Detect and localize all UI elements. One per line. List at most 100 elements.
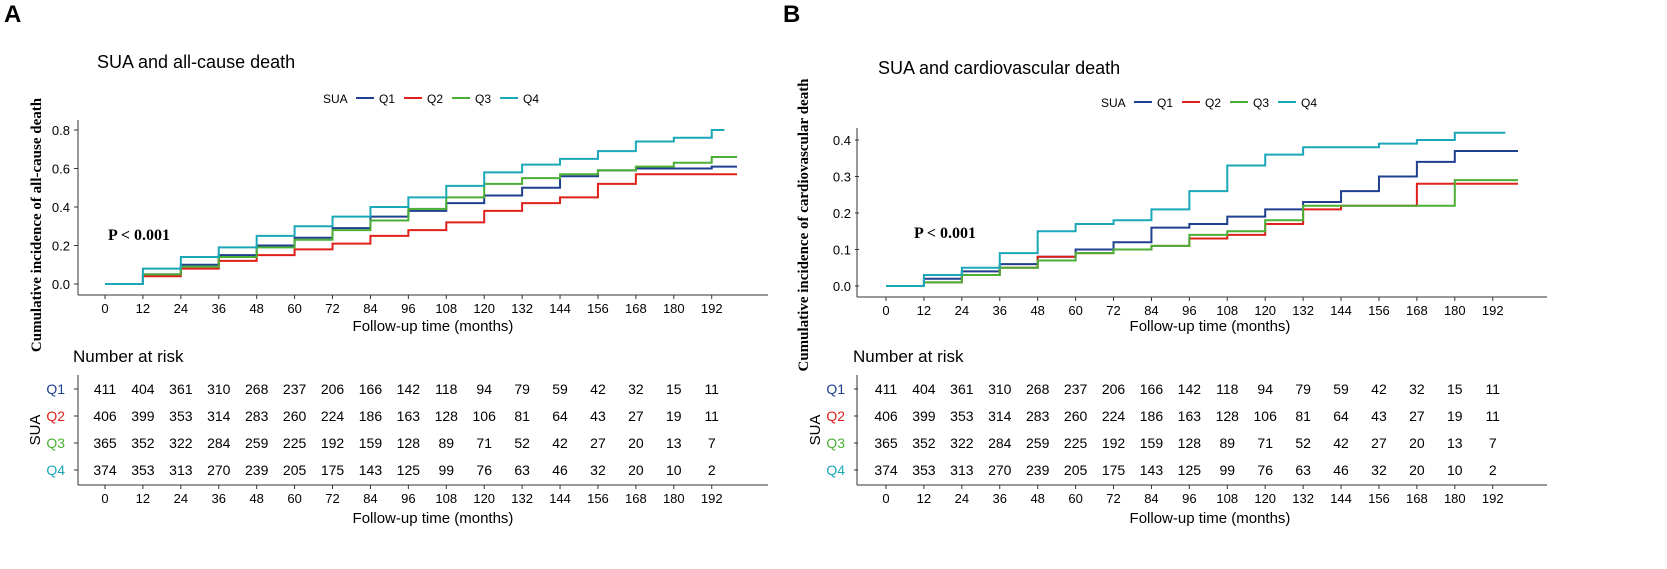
x-tick-label: 144 [549,301,571,316]
risk-x-tick-label: 156 [1368,491,1390,506]
risk-cell: 27 [1371,435,1387,451]
risk-cell: 52 [1295,435,1311,451]
risk-cell: 159 [1140,435,1164,451]
risk-cell: 106 [473,408,497,424]
risk-cell: 11 [704,408,719,424]
x-tick-label: 24 [174,301,188,316]
risk-x-tick-label: 60 [287,491,301,506]
risk-cell: 94 [476,381,492,397]
y-axis-label: Cumulative incidence of cardiovascular d… [796,78,812,372]
curve-q4 [886,131,1506,287]
risk-cell: 27 [628,408,644,424]
risk-cell: 399 [912,408,936,424]
risk-cell: 406 [874,408,898,424]
risk-x-tick-label: 72 [325,491,339,506]
risk-cell: 79 [1295,381,1311,397]
legend-label-q4: Q4 [523,92,539,106]
risk-cell: 406 [93,408,117,424]
risk-cell: 260 [283,408,307,424]
risk-cell: 399 [131,408,155,424]
risk-cell: 63 [1295,462,1311,478]
risk-cell: 71 [476,435,492,451]
risk-cell: 76 [1257,462,1273,478]
x-tick-label: 120 [1254,303,1276,318]
legend-label-q4: Q4 [1301,96,1317,110]
x-tick-label: 180 [663,301,685,316]
risk-cell: 11 [1485,381,1500,397]
risk-cell: 32 [1409,381,1425,397]
curve-q4 [105,129,725,285]
risk-cell: 118 [1216,381,1239,397]
y-tick-label: 0.0 [52,277,70,292]
risk-cell: 106 [1254,408,1278,424]
survival-curves [105,129,737,285]
risk-cell: 224 [321,408,345,424]
risk-cell: 270 [207,462,231,478]
risk-cell: 268 [1026,381,1050,397]
risk-x-tick-label: 192 [1482,491,1504,506]
risk-row-label-q2: Q2 [826,408,845,424]
panel-letter: B [783,1,800,28]
risk-x-tick-label: 24 [174,491,188,506]
risk-cell: 186 [359,408,383,424]
risk-x-tick-label: 36 [212,491,226,506]
x-tick-label: 156 [1368,303,1390,318]
x-tick-label: 48 [1030,303,1044,318]
x-tick-label: 48 [249,301,263,316]
risk-row-label-q3: Q3 [826,435,845,451]
x-axis-label: Follow-up time (months) [353,318,514,335]
risk-cell: 15 [666,381,682,397]
x-tick-label: 96 [401,301,415,316]
x-tick-label: 192 [701,301,723,316]
x-tick-label: 168 [625,301,647,316]
risk-cell: 13 [1447,435,1463,451]
legend-label-q1: Q1 [379,92,395,106]
x-axis-label: Follow-up time (months) [1130,318,1291,335]
p-value: P < 0.001 [108,227,170,244]
risk-x-tick-label: 108 [435,491,457,506]
curve-q1 [886,149,1518,287]
risk-cell: 237 [283,381,307,397]
risk-x-tick-label: 84 [1144,491,1158,506]
risk-cell: 10 [1447,462,1463,478]
risk-cell: 11 [704,381,719,397]
risk-table-title: Number at risk [853,347,964,366]
risk-cell: 42 [1371,381,1387,397]
risk-x-tick-label: 0 [882,491,889,506]
legend-title: SUA [323,92,348,106]
legend: SUA Q1 Q2 Q3 Q4 [1101,96,1317,110]
legend-label-q2: Q2 [1205,96,1221,110]
risk-x-tick-label: 144 [1330,491,1352,506]
risk-cell: 260 [1064,408,1088,424]
risk-row-label-q4: Q4 [826,462,845,478]
risk-cell: 268 [245,381,269,397]
x-tick-label: 192 [1482,303,1504,318]
x-tick-label: 24 [955,303,969,318]
risk-cell: 284 [988,435,1012,451]
risk-cell: 411 [94,381,117,397]
risk-row-label-q2: Q2 [46,408,65,424]
x-tick-label: 36 [212,301,226,316]
risk-cell: 313 [950,462,974,478]
p-value: P < 0.001 [914,225,976,242]
y-tick-label: 0.6 [52,162,70,177]
risk-cell: 192 [321,435,345,451]
risk-table-title: Number at risk [73,347,184,366]
risk-cell: 81 [514,408,530,424]
risk-cell: 63 [514,462,530,478]
legend: SUA Q1 Q2 Q3 Q4 [323,92,539,106]
risk-cell: 7 [1489,435,1497,451]
risk-y-label: SUA [27,415,44,446]
risk-cell: 239 [245,462,269,478]
risk-cell: 163 [1178,408,1202,424]
risk-cell: 27 [590,435,606,451]
risk-cell: 411 [875,381,898,397]
panel-a: A SUA and all-cause death Cumulative inc… [4,1,768,527]
risk-x-tick-label: 0 [101,491,108,506]
x-tick-label: 144 [1330,303,1352,318]
x-tick-label: 108 [435,301,457,316]
risk-cell: 27 [1409,408,1425,424]
risk-cell: 59 [1333,381,1349,397]
risk-cell: 99 [438,462,454,478]
